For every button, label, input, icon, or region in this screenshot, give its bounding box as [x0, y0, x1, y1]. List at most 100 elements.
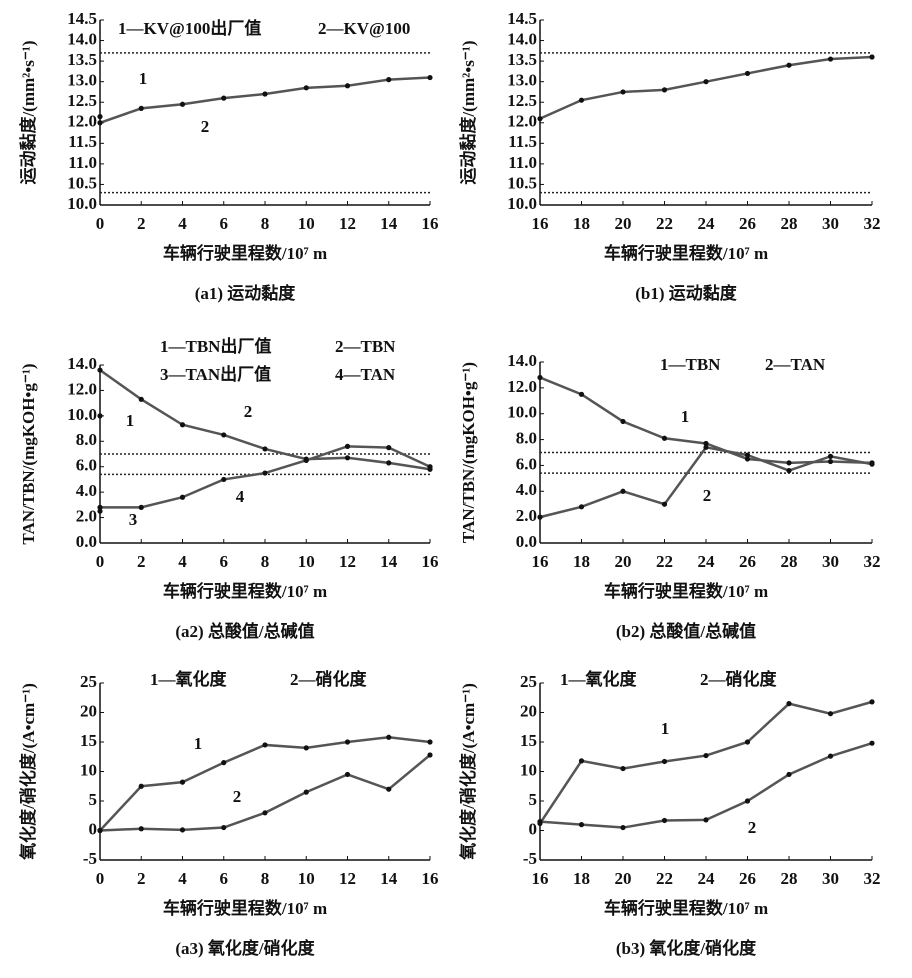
data-point: [262, 446, 268, 452]
data-point: [97, 114, 103, 120]
x-tick-label: 22: [656, 214, 673, 233]
y-tick-label: 13.5: [507, 50, 537, 69]
y-tick-label: 0: [529, 819, 538, 838]
annotation: 4: [236, 487, 245, 506]
y-tick-label: 0.0: [76, 532, 97, 551]
x-tick-label: 0: [96, 214, 105, 233]
data-point: [744, 452, 751, 458]
legend-entry: 2—硝化度: [290, 669, 367, 689]
data-point: [262, 810, 268, 816]
data-point: [537, 374, 543, 381]
x-tick-label: 2: [137, 552, 146, 571]
data-point: [221, 824, 227, 831]
data-point: [869, 740, 875, 746]
y-tick-label: 13.0: [67, 71, 97, 90]
data-point: [620, 89, 626, 95]
x-tick-label: 18: [573, 552, 590, 571]
x-tick-label: 18: [573, 214, 590, 233]
legend-entry: 1—氧化度: [150, 669, 227, 689]
y-tick-label: 25: [520, 672, 537, 691]
data-point: [262, 742, 268, 748]
y-tick-label: 10: [520, 760, 537, 779]
y-tick-label: 12.0: [507, 377, 537, 396]
x-tick-label: 26: [739, 214, 756, 233]
data-point: [179, 827, 186, 833]
y-tick-label: 10.5: [67, 173, 97, 192]
data-point: [661, 758, 668, 765]
y-tick-label: 2.0: [516, 506, 537, 525]
data-point: [97, 367, 103, 373]
data-point: [786, 62, 792, 68]
data-point: [827, 711, 834, 717]
y-tick-label: 0: [89, 819, 98, 838]
x-tick-label: 22: [656, 552, 673, 571]
data-point: [262, 470, 268, 476]
data-point: [344, 443, 351, 449]
y-tick-label: 10.0: [67, 194, 97, 213]
legend-entry: 1—TBN出厂值: [160, 336, 271, 356]
x-tick-label: 26: [739, 552, 756, 571]
data-point: [386, 786, 392, 792]
x-tick-label: 20: [615, 869, 632, 888]
y-tick-label: 14.0: [507, 351, 537, 370]
data-point: [661, 501, 668, 507]
x-tick-label: 6: [220, 552, 229, 571]
y-tick-label: 12.0: [507, 112, 537, 131]
data-point: [578, 504, 585, 510]
x-axis-label: 车辆行驶里程数/10⁷ m: [604, 581, 768, 601]
data-point: [386, 445, 392, 451]
legend-entry: 4—TAN: [335, 365, 396, 384]
data-point: [97, 504, 103, 510]
y-tick-label: 8.0: [76, 430, 97, 449]
data-point: [786, 771, 792, 778]
annotation: 2: [244, 402, 253, 421]
y-tick-label: 6.0: [516, 454, 537, 473]
data-point: [620, 765, 626, 772]
data-point: [744, 70, 751, 77]
data-point: [786, 701, 792, 707]
data-point: [703, 752, 709, 759]
data-point: [827, 56, 834, 62]
x-tick-label: 20: [615, 552, 632, 571]
y-tick-label: 12.0: [67, 112, 97, 131]
y-tick-label: 10: [80, 760, 97, 779]
data-point: [427, 752, 433, 758]
x-tick-label: 16: [532, 552, 549, 571]
y-tick-label: 11.0: [68, 153, 97, 172]
x-tick-label: 32: [864, 552, 881, 571]
y-tick-label: 10.0: [507, 194, 537, 213]
annotation: 2: [201, 117, 210, 136]
annotation: 1: [681, 407, 690, 426]
annotation: 3: [129, 510, 138, 529]
legend-entry: 1—氧化度: [560, 669, 637, 689]
x-tick-label: 16: [422, 552, 439, 571]
x-axis-label: 车辆行驶里程数/10⁷ m: [163, 898, 327, 918]
x-tick-label: 10: [298, 552, 315, 571]
annotation: 1: [126, 411, 135, 430]
data-point: [744, 798, 751, 804]
legend-entry: 1—TBN: [660, 355, 721, 374]
y-tick-label: 11.5: [508, 132, 537, 151]
data-point: [179, 494, 186, 500]
y-axis-label: 运动黏度/(mm²•s⁻¹): [18, 40, 38, 184]
data-point: [427, 74, 433, 81]
data-point: [138, 504, 144, 510]
data-point: [138, 783, 144, 789]
x-tick-label: 32: [864, 869, 881, 888]
series-line: [539, 376, 873, 465]
series-line: [99, 736, 431, 832]
data-point: [303, 85, 309, 91]
y-tick-label: 4.0: [516, 480, 537, 499]
x-tick-label: 14: [380, 552, 398, 571]
data-point: [620, 824, 626, 831]
data-point: [786, 460, 792, 466]
legend-entry: 3—TAN出厂值: [160, 364, 271, 384]
y-tick-label: 14.5: [507, 9, 537, 28]
series-line: [100, 445, 431, 509]
data-point: [344, 83, 351, 89]
x-tick-label: 18: [573, 869, 590, 888]
data-point: [97, 120, 103, 126]
legend-entry: 2—TAN: [765, 355, 826, 374]
y-tick-label: 4.0: [76, 481, 97, 500]
x-tick-label: 24: [698, 869, 716, 888]
